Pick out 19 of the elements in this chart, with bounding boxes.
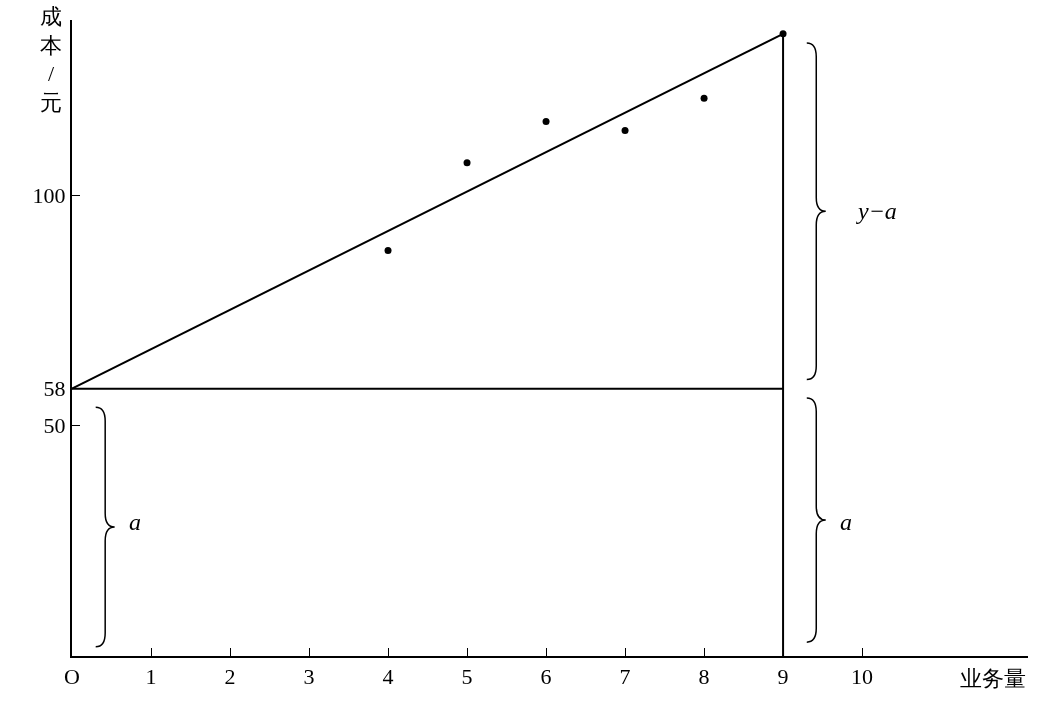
- x-tick-label: 9: [777, 664, 789, 690]
- y-tick-label: 58: [43, 376, 66, 402]
- x-tick-label: 10: [851, 664, 874, 690]
- x-axis-title: 业务量: [960, 666, 1026, 691]
- x-tick-label: 7: [619, 664, 631, 690]
- annotation: a: [840, 509, 852, 535]
- x-tick-label: 1: [145, 664, 157, 690]
- annotation: a: [129, 509, 141, 535]
- x-tick-label: 2: [224, 664, 236, 690]
- y-axis-title: 成本/元: [40, 4, 62, 115]
- annotation: y−a: [856, 198, 897, 224]
- x-tick-label: 5: [461, 664, 473, 690]
- x-tick-label: 3: [303, 664, 315, 690]
- y-tick-label: 100: [32, 182, 66, 208]
- x-tick-label: 8: [698, 664, 710, 690]
- x-tick-label: O: [64, 664, 80, 690]
- x-tick-label: 6: [540, 664, 552, 690]
- x-tick-label: 4: [382, 664, 394, 690]
- y-tick-label: 50: [43, 413, 66, 439]
